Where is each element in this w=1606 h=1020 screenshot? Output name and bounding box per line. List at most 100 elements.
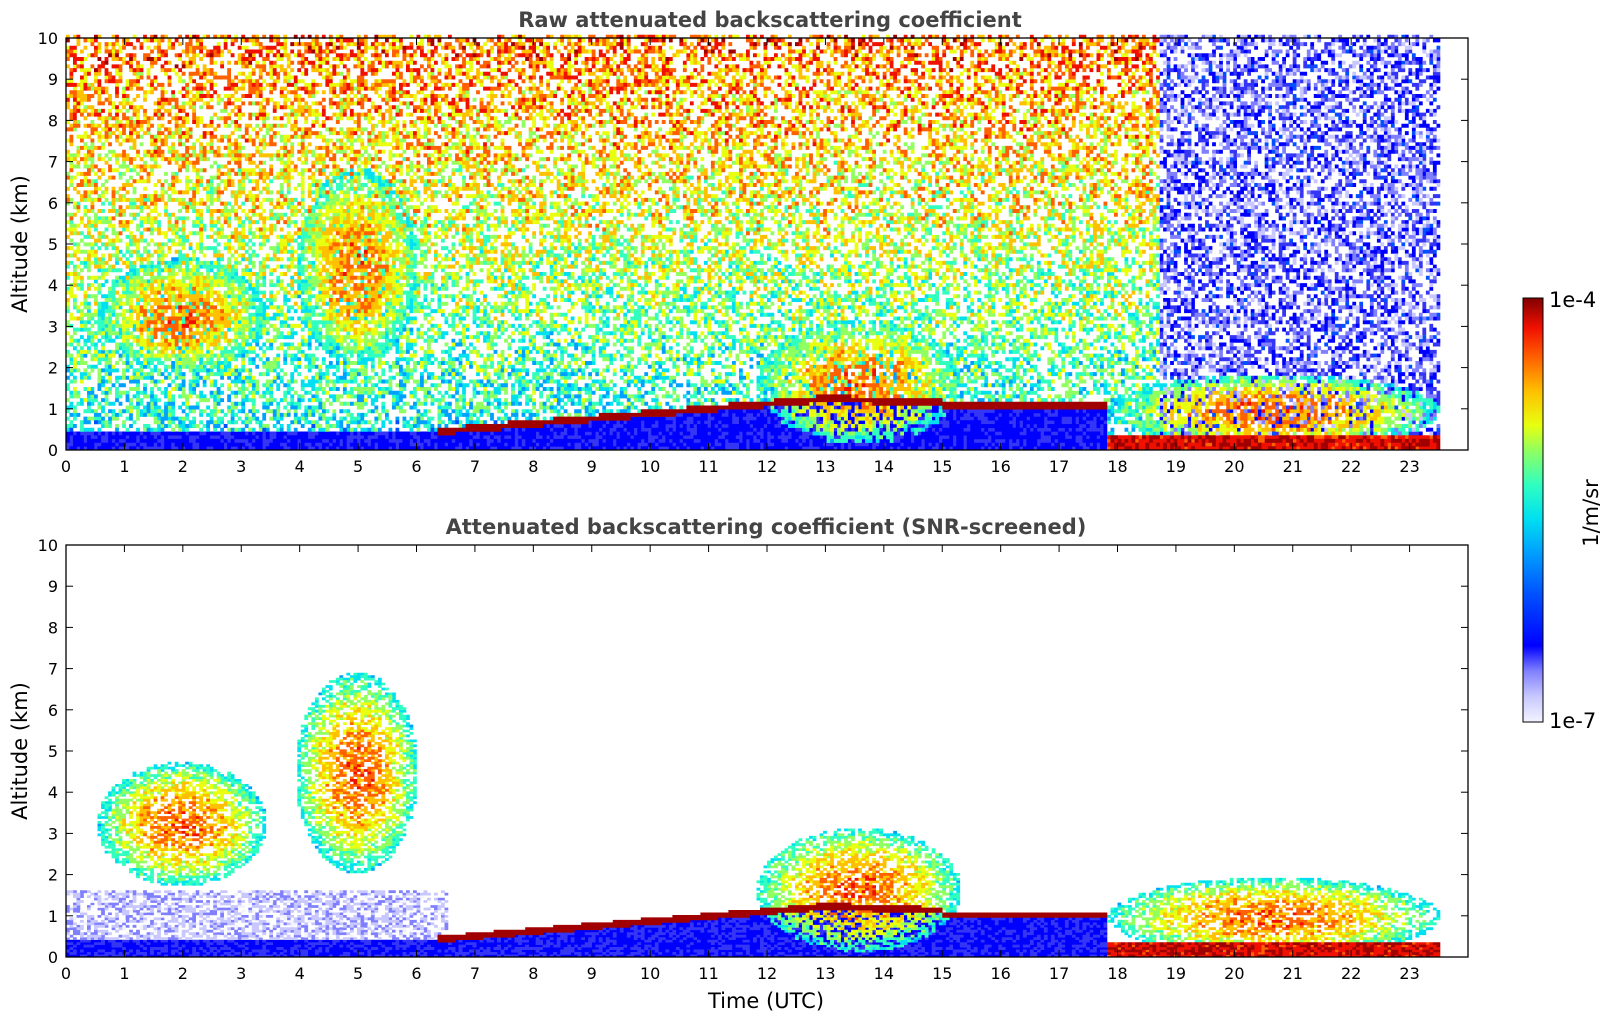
colorbar-gradient (1522, 297, 1544, 723)
x-tick-label: 13 (815, 457, 835, 476)
heatmap-cells (122, 702, 1385, 943)
x-tick-label: 18 (1107, 964, 1127, 983)
x-tick-label: 5 (353, 457, 363, 476)
y-tick-label: 9 (48, 70, 58, 89)
x-tick-label: 20 (1224, 457, 1244, 476)
x-tick-label: 7 (470, 964, 480, 983)
heatmap-cells (66, 257, 1409, 443)
x-tick-label: 6 (411, 457, 421, 476)
x-tick-label: 21 (1283, 457, 1303, 476)
x-tick-label: 9 (587, 457, 597, 476)
x-tick-label: 6 (411, 964, 421, 983)
x-tick-label: 17 (1049, 457, 1069, 476)
x-tick-label: 11 (698, 457, 718, 476)
heatmap-cells (437, 902, 1441, 958)
x-tick-label: 19 (1166, 457, 1186, 476)
y-tick-label: 8 (48, 111, 58, 130)
y-tick-label: 0 (48, 441, 58, 460)
colorbar-min-label: 1e-7 (1549, 709, 1596, 733)
y-axis-label: Altitude (km) (8, 682, 32, 820)
x-tick-label: 19 (1166, 964, 1186, 983)
x-tick-label: 10 (640, 457, 660, 476)
y-tick-label: 7 (48, 660, 58, 679)
x-tick-label: 14 (874, 964, 894, 983)
x-axis-label: Time (UTC) (707, 989, 824, 1013)
y-axis-label: Altitude (km) (8, 175, 32, 313)
raw-backscatter-panel: Raw attenuated backscattering coefficien… (8, 8, 1469, 476)
x-tick-label: 12 (757, 457, 777, 476)
x-tick-label: 12 (757, 964, 777, 983)
colorbar-max-label: 1e-4 (1549, 288, 1596, 312)
heatmap-cells (66, 34, 1409, 436)
y-tick-label: 1 (48, 907, 58, 926)
x-tick-label: 10 (640, 964, 660, 983)
y-tick-label: 7 (48, 153, 58, 172)
colorbar-unit-label: 1/m/sr (1579, 479, 1603, 547)
x-tick-label: 23 (1399, 964, 1419, 983)
y-axis: 0 1 2 3 4 5 6 7 8 9 10 (38, 29, 1468, 460)
x-tick-label: 0 (61, 457, 71, 476)
x-tick-label: 20 (1224, 964, 1244, 983)
heatmap-cells (66, 890, 449, 940)
y-tick-label: 6 (48, 194, 58, 213)
y-tick-label: 4 (48, 276, 58, 295)
colorbar: 1e-4 1e-7 1/m/sr (1522, 288, 1603, 733)
y-axis: 0 1 2 3 4 5 6 7 8 9 10 (38, 536, 1468, 967)
x-tick-label: 22 (1341, 457, 1361, 476)
snr-screened-panel: Attenuated backscattering coefficient (S… (8, 515, 1469, 1013)
x-tick-label: 8 (528, 964, 538, 983)
heatmap-cells (66, 910, 1108, 958)
x-tick-label: 22 (1341, 964, 1361, 983)
heatmap-cells (1159, 34, 1441, 436)
x-tick-label: 21 (1283, 964, 1303, 983)
backscatter-heatmap (66, 34, 1441, 451)
y-tick-label: 8 (48, 618, 58, 637)
x-tick-label: 23 (1399, 457, 1419, 476)
y-tick-label: 0 (48, 948, 58, 967)
x-tick-label: 1 (119, 457, 129, 476)
heatmap-cells (66, 71, 1423, 440)
x-tick-label: 9 (587, 964, 597, 983)
y-tick-label: 5 (48, 235, 58, 254)
x-tick-label: 16 (990, 457, 1010, 476)
heatmap-cells (66, 910, 1108, 958)
y-tick-label: 1 (48, 400, 58, 419)
x-tick-label: 14 (874, 457, 894, 476)
x-tick-label: 7 (470, 457, 480, 476)
y-tick-label: 2 (48, 359, 58, 378)
x-tick-label: 3 (236, 964, 246, 983)
heatmap-cells (66, 168, 1437, 443)
x-tick-label: 8 (528, 457, 538, 476)
heatmap-cells (66, 34, 1388, 436)
y-tick-label: 10 (38, 536, 58, 555)
x-tick-label: 5 (353, 964, 363, 983)
x-tick-label: 4 (295, 964, 305, 983)
x-tick-label: 18 (1107, 457, 1127, 476)
y-tick-label: 4 (48, 783, 58, 802)
x-tick-label: 3 (236, 457, 246, 476)
x-tick-label: 2 (178, 964, 188, 983)
y-tick-label: 9 (48, 577, 58, 596)
y-tick-label: 3 (48, 824, 58, 843)
heatmap-cells (66, 34, 1434, 451)
x-tick-label: 15 (932, 964, 952, 983)
y-tick-label: 10 (38, 29, 58, 48)
panel-title: Attenuated backscattering coefficient (S… (446, 515, 1087, 539)
backscatter-heatmap (66, 672, 1441, 958)
x-tick-label: 2 (178, 457, 188, 476)
x-tick-label: 0 (61, 964, 71, 983)
x-tick-label: 4 (295, 457, 305, 476)
y-tick-label: 5 (48, 742, 58, 761)
heatmap-cells (66, 34, 1441, 451)
y-tick-label: 6 (48, 701, 58, 720)
x-axis: 0 1 2 3 4 5 6 7 8 9 10 11 12 13 14 15 16 17 18 19 20 21 22 23 (61, 545, 1420, 983)
y-tick-label: 2 (48, 866, 58, 885)
y-tick-label: 3 (48, 317, 58, 336)
x-tick-label: 17 (1049, 964, 1069, 983)
x-tick-label: 11 (698, 964, 718, 983)
panel-title: Raw attenuated backscattering coefficien… (518, 8, 1022, 32)
x-axis: 0 1 2 3 4 5 6 7 8 9 10 11 12 13 14 15 16 17 18 19 20 21 22 23 (61, 38, 1420, 476)
x-tick-label: 15 (932, 457, 952, 476)
x-tick-label: 16 (990, 964, 1010, 983)
